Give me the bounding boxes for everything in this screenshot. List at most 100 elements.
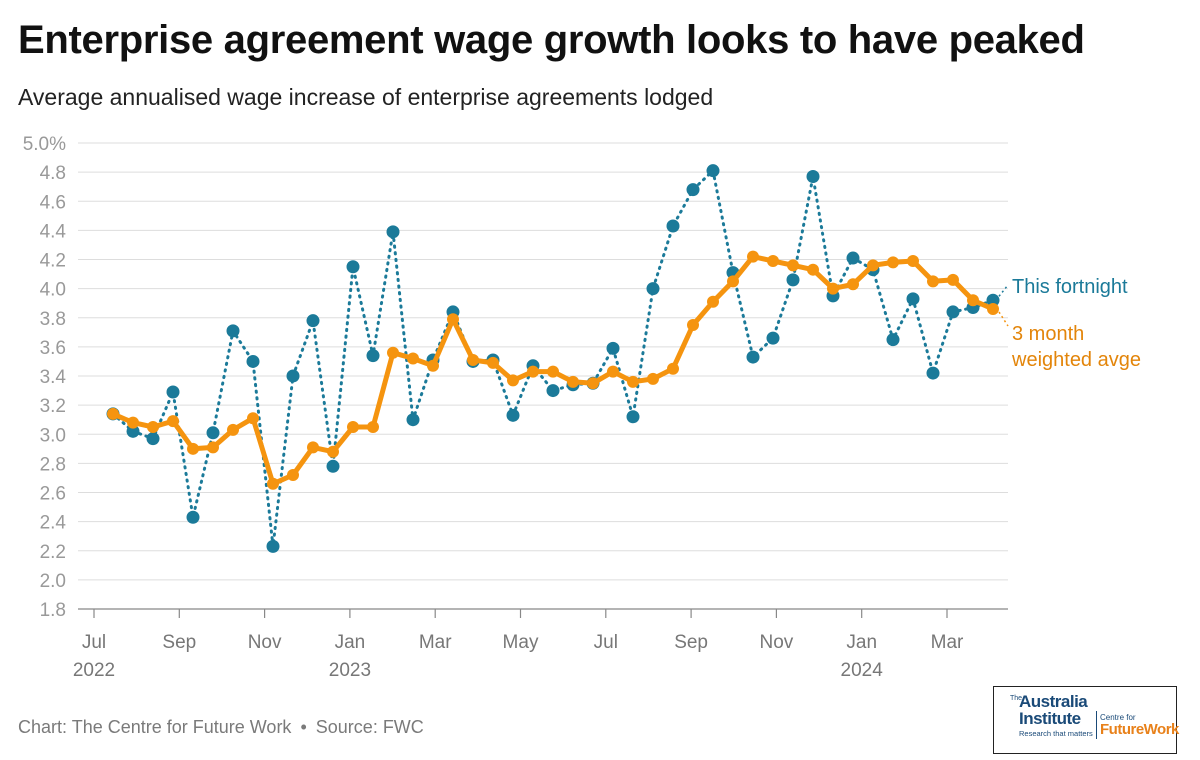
weighted-avg-point [947,273,959,286]
y-tick-label: 2.4 [40,513,67,534]
x-tick-label: Jul [594,632,618,653]
logo-the: The [1010,695,1023,702]
weighted-avg-point [227,423,239,436]
y-tick-label: 4.4 [40,221,67,242]
weighted-avg-point [127,416,139,429]
fortnight-point [166,385,180,399]
weighted-avg-point [847,278,859,291]
fortnight-point [326,459,340,473]
fortnight-point [626,410,640,424]
weighted-avg-point [247,412,259,425]
weighted-avg-point [507,374,519,387]
weighted-avg-point [347,420,359,433]
y-tick-label: 5.0% [23,134,66,155]
fortnight-point [646,282,660,296]
fortnight-series-label: This fortnight [1012,276,1128,298]
fortnight-point [206,426,220,440]
weighted-avg-point [907,254,919,267]
weighted-avg-point [567,375,579,388]
weighted-avg-point [207,441,219,454]
fortnight-point [226,324,240,338]
fortnight-point [886,333,900,347]
x-tick-label: Jul [82,632,106,653]
logo-institute: Institute [1019,709,1081,728]
weighted-avg-point [927,275,939,288]
weighted-avg-point [147,420,159,433]
x-axis: Jul 2022 Sep Nov Jan 2023 Mar May Jul Sep Nov Jan 20… [73,608,1008,681]
fortnight-point [986,293,1000,307]
fortnight-point [766,331,780,345]
fortnight-point [406,413,420,427]
weighted-series-label: 3 month [1012,323,1084,345]
weighted-avg-point [727,275,739,288]
chart-footer: Chart: The Centre for Future Work • Sour… [18,717,424,738]
x-tick-year-label: 2022 [73,660,115,681]
logo-australia: Australia [1019,692,1088,711]
fortnight-point [366,349,380,363]
logo-centre-for: Centre for [1100,713,1136,722]
logo-tagline: Research that matters [1019,729,1093,738]
fortnight-point [186,510,200,524]
y-tick-label: 2.2 [40,542,66,563]
series-group [106,164,1000,553]
y-tick-label: 3.6 [40,338,66,359]
fortnight-point [686,183,700,197]
weighted-avg-point [307,441,319,454]
weighted-avg-point [967,294,979,307]
weighted-avg-point [527,365,539,378]
weighted-avg-point [487,356,499,369]
y-axis: 5.0% 4.8 4.6 4.4 4.2 4.0 3.8 3.6 3.4 3.2 3.0 2.8 2.6… [23,134,67,621]
weighted-avg-point [387,346,399,359]
fortnight-point [126,424,140,438]
fortnight-point [606,341,620,355]
fortnight-point [146,432,160,446]
x-tick-label: May [503,632,539,653]
y-tick-label: 3.0 [40,425,66,446]
fortnight-label-leader [998,284,1009,297]
logo-future-work: FutureWork [1100,721,1179,738]
footer-separator: • [300,717,307,737]
fortnight-point [946,305,960,319]
weighted-avg-point [367,420,379,433]
x-tick-label: Sep [162,632,196,653]
weighted-avg-point [707,295,719,308]
y-tick-label: 1.8 [40,600,66,621]
weighted-avg-point [667,362,679,375]
fortnight-point [266,539,280,553]
weighted-avg-point [267,477,279,490]
weighted-avg-point [627,375,639,388]
y-tick-label: 2.6 [40,484,66,505]
weighted-avg-point [607,365,619,378]
fortnight-point [286,369,300,383]
y-tick-label: 4.6 [40,192,66,213]
weighted-avg-point [547,365,559,378]
weighted-avg-point [787,259,799,272]
fortnight-point [386,225,400,239]
chart-subtitle: Average annualised wage increase of ente… [18,84,714,110]
fortnight-line [111,169,995,548]
weighted-series-label: weighted avge [1011,349,1141,371]
fortnight-point [246,354,260,368]
weighted-label-leader [998,311,1009,327]
x-tick-label: Mar [931,632,964,653]
fortnight-point [506,408,520,422]
x-tick-year-label: 2024 [841,660,884,681]
weighted-avg-point [167,415,179,428]
y-tick-label: 3.8 [40,309,66,330]
y-tick-label: 4.2 [40,251,66,272]
weighted-avg-point [587,377,599,390]
x-tick-label: Jan [335,632,366,653]
weighted-avg-point [747,250,759,263]
fortnight-point [346,260,360,274]
weighted-avg-point [447,313,459,326]
fortnight-point [666,219,680,233]
weighted-avg-point [107,407,119,420]
x-tick-label: Nov [760,632,794,653]
series-labels: This fortnight 3 month weighted avge [998,276,1141,371]
fortnight-point [926,366,940,380]
logo-future: Future [1100,721,1144,738]
weighted-avg-point [467,353,479,366]
fortnight-point [306,314,320,328]
weighted-avg-point [887,256,899,269]
